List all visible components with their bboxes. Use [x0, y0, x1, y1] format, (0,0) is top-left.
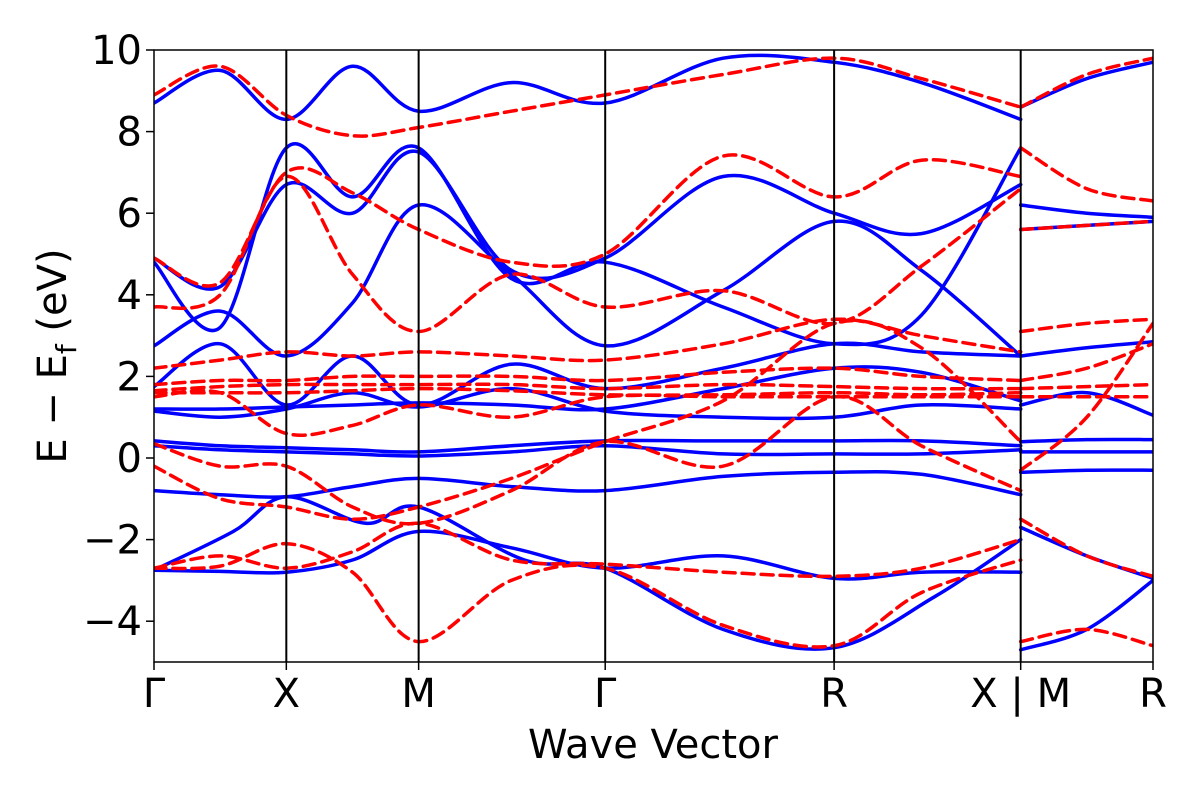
plot-frame	[153, 49, 1154, 663]
band-line-dashed-4	[154, 382, 1023, 393]
x-tick-label: M	[401, 671, 436, 717]
x-axis-label: Wave Vector	[528, 722, 779, 768]
y-tick-label: 0	[117, 436, 142, 482]
x-tick-label: X	[273, 671, 300, 717]
band-line-dashed-5	[154, 366, 1023, 387]
band-line-dashed-3	[154, 388, 1023, 437]
band-line-dashed-8	[154, 153, 1023, 288]
band-line-solid-0	[154, 529, 1023, 581]
band-line-dashed-10	[154, 318, 1023, 521]
band-line-solid-17	[1018, 390, 1153, 417]
y-axis-label-prefix: E − E	[30, 354, 76, 464]
band-line-dashed-14	[1018, 321, 1153, 472]
band-line-dashed-16	[1018, 382, 1153, 391]
band-line-dashed-13	[1018, 517, 1153, 579]
y-axis: −4 −2 0 2 4 6 8 10	[83, 28, 154, 645]
y-tick-label: −4	[83, 599, 142, 645]
band-line-dashed-17	[1018, 342, 1153, 383]
band-line-dashed-9	[154, 56, 1023, 138]
band-line-solid-3	[154, 438, 1023, 454]
band-line-solid-8	[154, 53, 1023, 122]
x-tick-label: R	[1139, 671, 1167, 717]
x-tick-label: Γ	[594, 671, 617, 717]
y-tick-label: −2	[83, 518, 142, 564]
x-tick-label: Γ	[143, 671, 166, 717]
band-line-solid-2	[154, 444, 1023, 458]
band-line-solid-11	[154, 386, 1023, 421]
band-line-solid-7	[154, 149, 1023, 291]
band-line-dashed-19	[1018, 219, 1153, 232]
band-line-solid-16	[1018, 437, 1153, 444]
band-line-solid-20	[1018, 203, 1153, 220]
y-axis-label-suffix: (eV)	[30, 248, 76, 344]
y-axis-label: E − Ef (eV)	[30, 248, 83, 463]
band-line-solid-14	[1018, 468, 1153, 475]
x-axis: Γ X M Γ R X | M R	[143, 662, 1167, 717]
band-line-dashed-21	[1018, 56, 1153, 109]
y-tick-label: 6	[117, 191, 142, 237]
band-line-dashed-11	[154, 386, 1023, 397]
high-symmetry-lines	[285, 50, 1022, 662]
band-line-dashed-1	[154, 521, 1023, 579]
y-tick-label: 10	[91, 28, 142, 74]
bands-group	[154, 53, 1153, 652]
band-line-dashed-12	[1018, 627, 1153, 648]
band-line-dashed-2	[154, 395, 1023, 526]
y-tick-label: 8	[117, 110, 142, 156]
y-axis-label-subscript: f	[50, 343, 83, 354]
band-line-solid-21	[1018, 60, 1153, 109]
band-line-solid-4	[154, 365, 1023, 412]
x-tick-label: X | M	[970, 671, 1071, 717]
y-tick-label: 4	[117, 273, 142, 319]
band-line-dashed-20	[1018, 146, 1153, 203]
y-tick-label: 2	[117, 354, 142, 400]
band-line-dashed-18	[1018, 317, 1153, 334]
x-tick-label: R	[820, 671, 848, 717]
band-line-dashed-0	[154, 541, 1023, 649]
